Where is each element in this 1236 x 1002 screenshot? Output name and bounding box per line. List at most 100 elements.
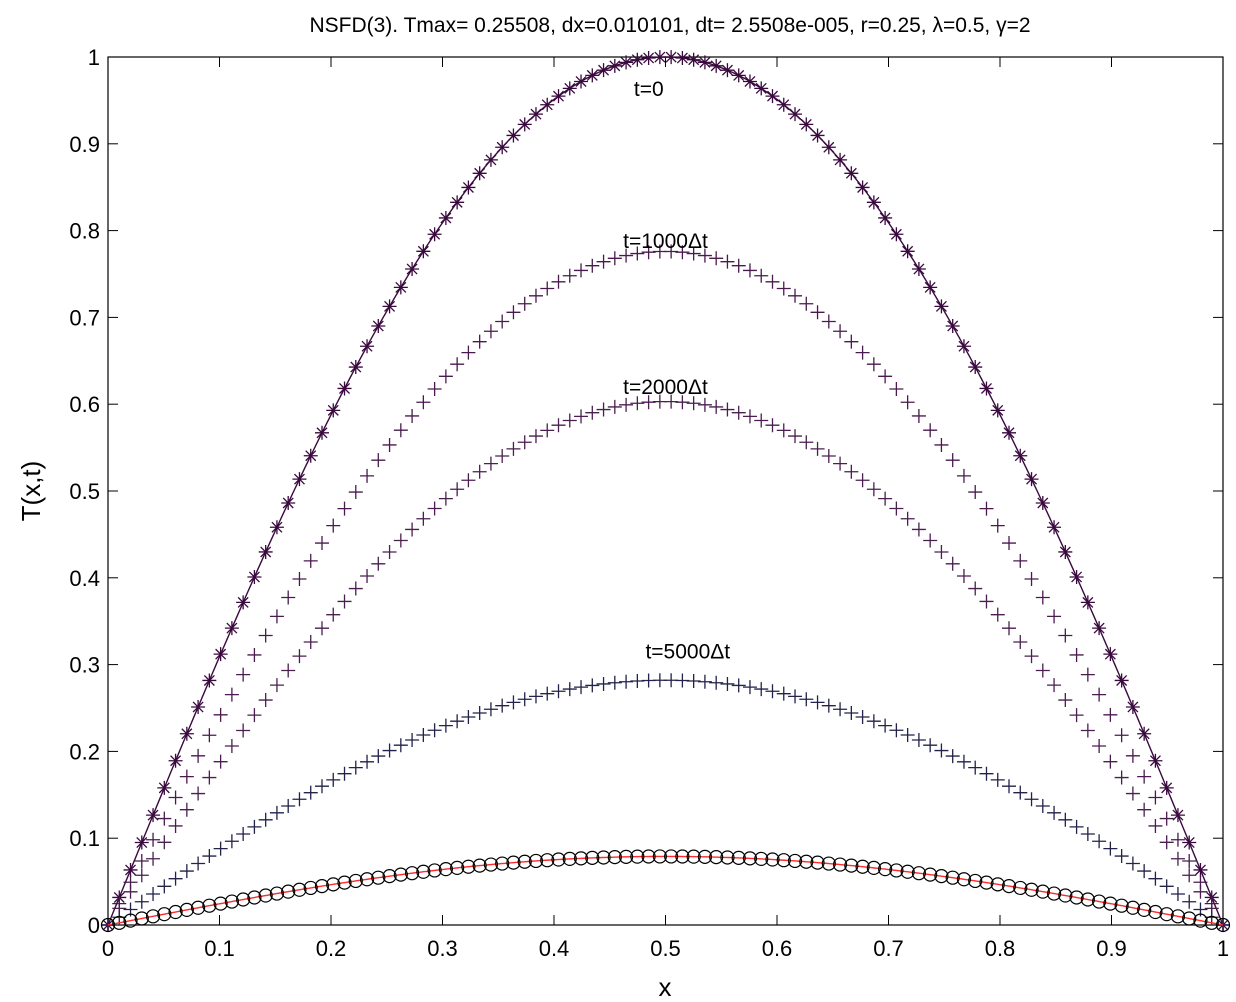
data-point — [1024, 472, 1039, 487]
data-point — [146, 851, 161, 866]
data-point — [776, 423, 791, 438]
data-point — [1103, 707, 1118, 722]
data-point — [1035, 884, 1050, 899]
data-point — [855, 180, 870, 195]
data-point — [168, 753, 183, 768]
data-point — [956, 339, 971, 354]
data-point — [236, 892, 251, 907]
data-point — [202, 898, 217, 913]
data-point — [495, 314, 510, 329]
data-point — [810, 305, 825, 320]
data-point — [675, 849, 690, 864]
data-point — [1125, 856, 1140, 871]
series-1 — [101, 244, 1230, 932]
data-point — [1080, 723, 1095, 738]
data-point — [416, 864, 431, 879]
data-point — [787, 853, 803, 869]
y-tick-label: 0.1 — [69, 826, 100, 851]
data-point — [697, 55, 712, 70]
data-point — [709, 399, 724, 414]
data-point — [956, 569, 971, 584]
data-point — [878, 718, 893, 733]
data-point — [765, 274, 780, 289]
curve-labels: t=0 t=1000Δt t=2000Δt t=5000Δt — [623, 78, 730, 663]
data-point — [562, 81, 577, 96]
data-point — [1002, 536, 1017, 551]
data-point — [878, 491, 893, 506]
data-point — [506, 128, 521, 143]
data-point — [1013, 553, 1028, 568]
data-point — [990, 877, 1005, 892]
data-point — [821, 698, 836, 713]
data-point — [326, 877, 341, 892]
data-point — [720, 254, 735, 269]
data-point — [1159, 811, 1174, 826]
data-point — [551, 418, 566, 433]
data-point — [1193, 913, 1208, 928]
data-point — [269, 886, 285, 901]
y-tick-label: 1 — [88, 45, 100, 70]
data-point — [179, 864, 194, 879]
data-point — [607, 850, 622, 865]
data-point — [191, 900, 206, 915]
data-point — [517, 435, 532, 450]
data-point — [360, 569, 375, 584]
data-point — [1204, 910, 1219, 925]
data-point — [945, 749, 960, 764]
data-point — [1159, 879, 1174, 894]
y-tick-label: 0.4 — [69, 566, 100, 591]
data-point — [675, 50, 690, 65]
data-point — [1193, 862, 1208, 877]
data-point — [1204, 915, 1219, 930]
data-point — [506, 855, 521, 870]
data-point — [146, 887, 161, 902]
data-point — [269, 520, 284, 535]
data-point — [1024, 649, 1039, 664]
data-point — [191, 748, 206, 763]
data-point — [326, 518, 341, 533]
data-point — [314, 621, 329, 636]
data-point — [979, 875, 994, 890]
data-point — [404, 866, 420, 881]
data-point — [191, 786, 206, 801]
data-point — [911, 733, 926, 748]
x-axis: 0 0.1 0.2 0.3 0.4 0.5 0.6 0.7 0.8 0.9 1 — [102, 57, 1229, 961]
data-point — [495, 449, 510, 464]
data-point — [641, 849, 656, 864]
data-point — [360, 339, 375, 354]
data-point — [596, 850, 611, 865]
data-point — [292, 572, 307, 587]
data-point — [675, 395, 690, 410]
data-point — [1058, 888, 1073, 903]
data-point — [1125, 700, 1140, 715]
data-point — [1193, 884, 1208, 899]
data-point — [269, 805, 284, 820]
data-point — [258, 628, 273, 643]
x-tick-label: 1 — [1217, 936, 1229, 961]
data-point — [517, 117, 532, 132]
data-point — [528, 107, 543, 122]
data-point — [281, 663, 296, 678]
data-point — [1002, 779, 1017, 794]
data-point — [574, 409, 589, 424]
data-point — [562, 682, 577, 697]
data-point — [157, 907, 172, 922]
data-point — [900, 244, 915, 259]
data-point — [303, 448, 318, 463]
data-point — [585, 678, 600, 693]
data-point — [664, 50, 679, 65]
data-point — [247, 708, 262, 723]
data-point — [821, 314, 836, 329]
data-point — [720, 676, 735, 691]
data-point — [686, 52, 701, 67]
data-point — [1047, 678, 1062, 693]
data-point — [326, 607, 341, 622]
data-point — [607, 58, 622, 73]
x-tick-label: 0.5 — [650, 936, 681, 961]
data-point — [889, 863, 904, 878]
data-point — [1035, 663, 1050, 678]
data-point — [393, 867, 408, 882]
data-point — [1137, 769, 1152, 784]
data-point — [585, 405, 600, 420]
data-point — [742, 409, 757, 424]
